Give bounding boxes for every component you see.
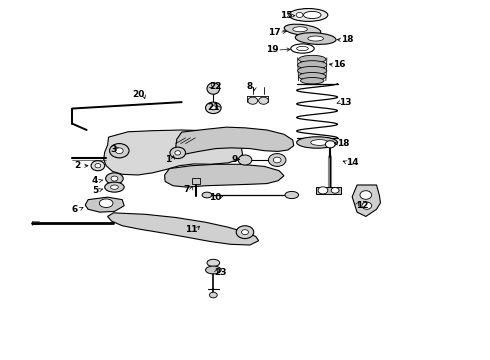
Ellipse shape [210,106,216,110]
Ellipse shape [205,266,221,274]
Text: 2: 2 [74,161,80,170]
Text: 18: 18 [337,139,350,148]
Ellipse shape [259,97,269,104]
Ellipse shape [300,77,324,84]
Text: 3: 3 [110,145,117,154]
Polygon shape [193,178,200,184]
Ellipse shape [238,155,252,165]
Text: 5: 5 [92,185,98,194]
Ellipse shape [325,141,335,148]
Ellipse shape [311,140,328,145]
Ellipse shape [269,154,286,166]
Ellipse shape [293,27,307,32]
Ellipse shape [308,36,323,41]
Text: 11: 11 [185,225,197,234]
Ellipse shape [175,151,181,155]
Ellipse shape [99,199,113,207]
Text: 1: 1 [165,155,171,164]
Ellipse shape [296,137,338,148]
Text: 19: 19 [266,45,279,54]
Ellipse shape [291,44,314,53]
Ellipse shape [303,12,321,18]
Text: 21: 21 [208,103,220,112]
Text: 13: 13 [339,98,352,107]
Ellipse shape [297,66,327,75]
Text: 14: 14 [346,158,359,167]
Ellipse shape [298,55,326,63]
Ellipse shape [116,148,123,154]
Polygon shape [104,130,243,175]
Ellipse shape [248,97,258,104]
Text: 9: 9 [231,155,238,164]
Text: 17: 17 [268,28,281,37]
Text: 15: 15 [280,11,292,20]
Ellipse shape [207,259,220,266]
Ellipse shape [296,13,303,18]
Ellipse shape [297,61,327,69]
Text: 22: 22 [210,82,222,91]
Ellipse shape [289,9,328,21]
Ellipse shape [202,192,212,198]
Ellipse shape [111,176,118,181]
Ellipse shape [205,102,221,113]
Ellipse shape [295,33,336,44]
Ellipse shape [110,144,129,158]
Ellipse shape [296,46,308,51]
Text: 12: 12 [356,201,368,210]
Polygon shape [176,127,294,154]
Ellipse shape [207,83,220,94]
Ellipse shape [106,173,123,184]
Ellipse shape [111,185,118,189]
Ellipse shape [360,191,372,199]
Text: 20: 20 [133,90,145,99]
Ellipse shape [209,292,217,298]
Text: 16: 16 [333,60,346,69]
Ellipse shape [95,163,101,168]
Ellipse shape [318,187,328,194]
Polygon shape [316,187,341,194]
Text: 23: 23 [215,268,227,277]
Ellipse shape [362,202,372,209]
Ellipse shape [273,157,281,163]
Ellipse shape [105,182,124,192]
Text: 8: 8 [247,82,253,91]
Ellipse shape [91,161,105,171]
Text: 6: 6 [72,205,77,214]
Ellipse shape [298,72,326,80]
Ellipse shape [170,147,186,158]
Text: 4: 4 [92,176,98,185]
Ellipse shape [242,230,248,235]
Polygon shape [85,197,124,212]
Polygon shape [352,185,380,216]
Text: 18: 18 [341,36,354,45]
Text: 7: 7 [183,185,190,194]
Ellipse shape [331,188,339,193]
Ellipse shape [236,226,254,239]
Text: 10: 10 [209,193,221,202]
Polygon shape [165,164,284,187]
Ellipse shape [285,192,298,199]
Ellipse shape [284,24,321,36]
Polygon shape [108,213,259,245]
